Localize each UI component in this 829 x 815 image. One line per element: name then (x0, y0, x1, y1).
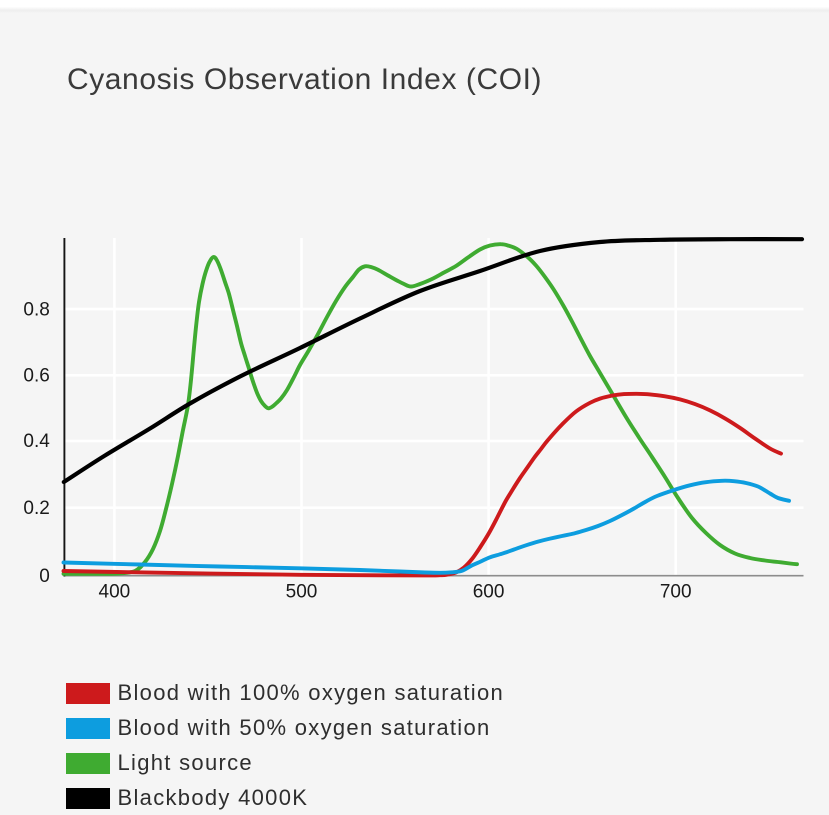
svg-text:0: 0 (39, 566, 50, 587)
svg-text:500: 500 (286, 582, 318, 603)
svg-text:0.6: 0.6 (23, 366, 49, 387)
svg-text:600: 600 (473, 582, 505, 603)
svg-text:0.8: 0.8 (23, 299, 49, 320)
svg-text:700: 700 (660, 582, 692, 603)
svg-text:0.2: 0.2 (23, 498, 49, 519)
svg-text:0.4: 0.4 (23, 431, 50, 452)
svg-text:400: 400 (99, 582, 131, 603)
